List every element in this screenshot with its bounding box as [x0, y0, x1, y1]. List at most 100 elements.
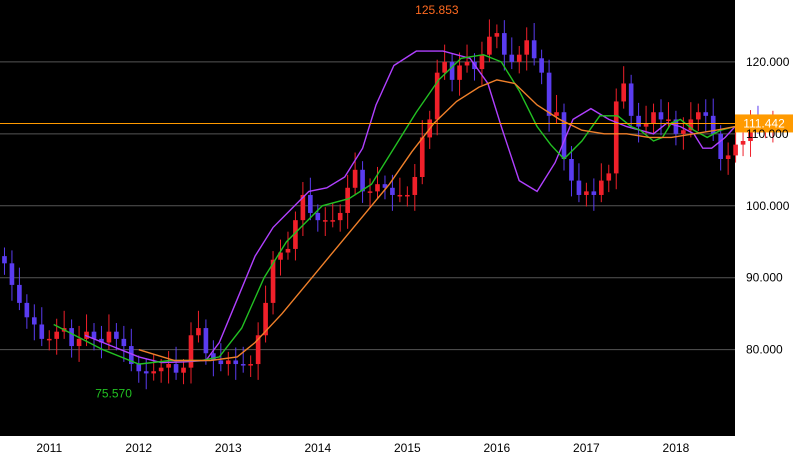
candle-body — [621, 83, 627, 102]
candle-body — [218, 360, 224, 365]
candlesticks — [2, 19, 776, 390]
candle-body — [681, 130, 686, 134]
x-tick-label: 2015 — [394, 441, 421, 455]
y-tick-label: 100.000 — [746, 199, 790, 213]
candle-body — [121, 338, 127, 347]
current-price-label-box — [735, 114, 793, 133]
candle-body — [397, 194, 403, 197]
candle-body — [308, 194, 313, 213]
y-tick-label: 110.000 — [746, 127, 789, 141]
x-tick-label: 2018 — [663, 441, 690, 455]
candle-body — [54, 331, 60, 339]
candle-body — [576, 180, 582, 195]
x-tick-label: 2016 — [484, 441, 511, 455]
candle-body — [613, 101, 619, 174]
candle-body — [76, 338, 82, 347]
candle-body — [2, 256, 7, 264]
x-tick-label: 2011 — [36, 441, 62, 455]
candle-body — [99, 338, 104, 343]
x-tick-label: 2017 — [573, 441, 600, 455]
candle-body — [128, 346, 134, 365]
candle-body — [516, 54, 522, 62]
candle-body — [32, 317, 37, 325]
candle-body — [17, 284, 22, 303]
candle-body — [114, 331, 119, 339]
candle-body — [628, 83, 634, 116]
candle-body — [106, 331, 112, 343]
y-tick-label: 90.000 — [746, 271, 783, 285]
candle-body — [188, 335, 194, 368]
candle-body — [375, 184, 380, 192]
x-tick-label: 2012 — [125, 441, 152, 455]
candle-body — [695, 112, 701, 120]
candle-body — [151, 371, 156, 374]
candle-body — [464, 61, 470, 66]
candle-body — [9, 263, 15, 285]
candle-body — [255, 335, 261, 365]
candle-body — [710, 115, 716, 134]
candle-body — [651, 112, 656, 124]
candle-body — [39, 324, 45, 339]
candle-body — [502, 33, 507, 55]
candle-body — [658, 112, 664, 120]
candle-body — [143, 371, 149, 374]
candle-body — [703, 112, 709, 116]
candle-body — [509, 54, 515, 62]
candle-body — [136, 364, 142, 372]
candle-body — [442, 61, 447, 73]
moving-averages — [53, 50, 736, 365]
candle-body — [345, 187, 350, 213]
candle-body — [390, 187, 395, 195]
candle-body — [203, 328, 209, 354]
candle-body — [285, 248, 291, 253]
candle-body — [46, 338, 52, 341]
candle-body — [263, 302, 268, 336]
candle-body — [740, 141, 746, 145]
candle-body — [24, 302, 30, 318]
candle-body — [360, 169, 365, 192]
candle-body — [196, 328, 201, 336]
candle-body — [337, 212, 343, 221]
candle-body — [725, 155, 731, 160]
moving-average-short — [84, 50, 736, 364]
overlays: 111.442 125.853 75.570 — [0, 3, 793, 401]
candle-body — [367, 191, 373, 193]
candle-body — [666, 119, 671, 121]
x-tick-label: 2013 — [215, 441, 242, 455]
candle-body — [405, 194, 410, 197]
candle-body — [591, 191, 597, 195]
candle-body — [539, 58, 544, 73]
candle-body — [91, 331, 97, 339]
candle-body — [225, 360, 231, 365]
candle-body — [211, 353, 216, 361]
candle-body — [173, 364, 179, 373]
candle-body — [158, 367, 164, 372]
candle-body — [546, 72, 552, 116]
candle-body — [524, 40, 530, 55]
candle-body — [322, 220, 328, 222]
plot-area-background — [0, 0, 735, 436]
candle-body — [584, 191, 589, 195]
y-tick-label: 120.000 — [746, 55, 790, 69]
candle-body — [561, 112, 567, 160]
candle-body — [479, 54, 485, 70]
candle-body — [382, 184, 388, 188]
candle-body — [733, 144, 738, 156]
candle-body — [487, 36, 492, 55]
candle-body — [606, 173, 612, 181]
candle-body — [412, 176, 418, 195]
candle-body — [240, 364, 246, 366]
x-axis-tick-labels: 2011 2012 2013 2014 2015 2016 2017 2018 — [36, 441, 689, 455]
candle-body — [636, 115, 641, 127]
candle-body — [330, 220, 336, 222]
moving-average-mid — [53, 53, 736, 365]
candle-body — [166, 364, 171, 368]
candle-body — [554, 112, 559, 116]
candle-body — [449, 61, 455, 80]
candle-body — [434, 72, 440, 120]
candle-body — [643, 123, 649, 127]
y-tick-label: 80.000 — [746, 343, 783, 357]
candle-body — [270, 259, 276, 303]
high-price-label: 125.853 — [415, 3, 459, 17]
